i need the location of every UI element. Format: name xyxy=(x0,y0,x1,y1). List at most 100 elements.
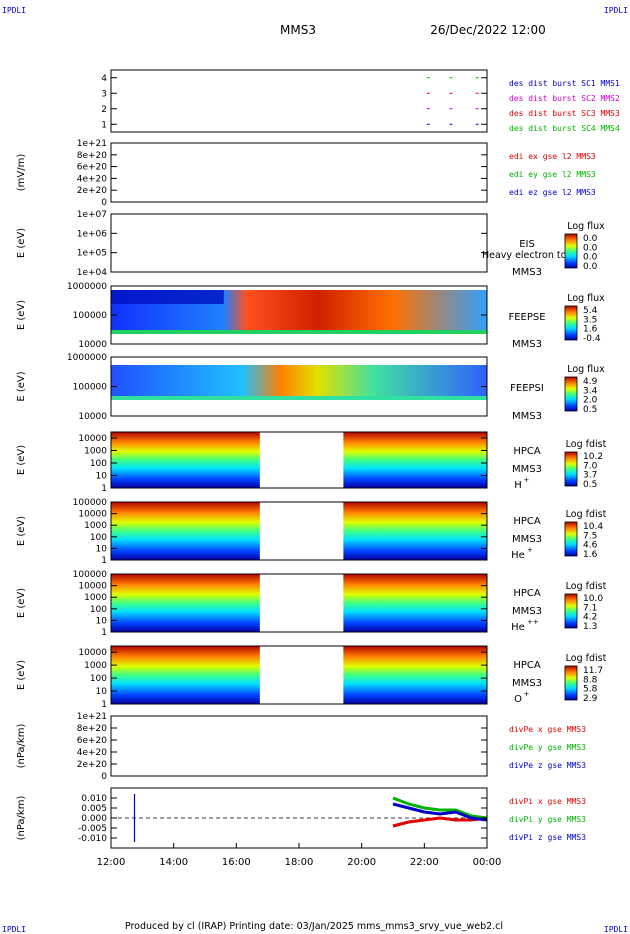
spectrogram-band xyxy=(111,330,487,334)
series-line-0 xyxy=(392,816,488,828)
colorbar xyxy=(564,233,578,269)
x-tick-label: 14:00 xyxy=(159,857,188,868)
spacecraft-label: MMS3 xyxy=(512,339,542,350)
legend-entry: divPi x gse MMS3 xyxy=(509,797,586,806)
spectrogram-hpca-o-seg0 xyxy=(111,646,260,704)
y-tick-label: 100000 xyxy=(73,570,108,580)
spectrogram-hpca-he2-seg1 xyxy=(343,574,487,632)
y-tick-label: 3 xyxy=(101,89,107,99)
header-mission: MMS3 xyxy=(280,23,316,37)
y-tick-label: 0.010 xyxy=(81,794,107,804)
header-date: 26/Dec/2022 12:00 xyxy=(430,23,546,37)
panels: 1 2 3 4 des dist burst SC1 MMS1 des dist burs… xyxy=(16,69,620,849)
y-tick-label: -0.005 xyxy=(78,824,107,834)
spectrogram-hpca-he-seg1 xyxy=(343,502,487,560)
colorbar-tick-label: 5.4 xyxy=(583,306,598,316)
species-charge: + xyxy=(527,546,533,554)
colorbar-tick-label: 3.7 xyxy=(583,471,597,481)
y-tick-label: 10000 xyxy=(78,412,107,422)
y-tick-label: 10000 xyxy=(78,340,107,350)
legend-entry: divPe x gse MMS3 xyxy=(509,725,586,734)
y-tick-label: 1e+21 xyxy=(77,712,107,722)
panel-feepse: 10000 100000 1000000 E (eV) FEEPSE MMS3 Log fl… xyxy=(16,282,605,350)
x-tick-label: 12:00 xyxy=(97,857,126,868)
y-tick-label: 0 xyxy=(101,772,107,782)
colorbar-tick-label: 2.0 xyxy=(583,396,598,406)
colorbar-tick-label: 3.5 xyxy=(583,315,597,325)
colorbar-tick-label: 1.6 xyxy=(583,325,598,335)
colorbar-tick-label: 4.6 xyxy=(583,541,598,551)
legend-entry: edi ez gse l2 MMS3 xyxy=(509,188,596,197)
colorbar-tick-label: 3.4 xyxy=(583,386,598,396)
legend-entry: divPe y gse MMS3 xyxy=(509,743,586,752)
y-tick-label: 100 xyxy=(90,459,107,469)
y-axis-label: (mV/m) xyxy=(16,154,27,192)
species-charge: + xyxy=(524,476,530,484)
y-tick-label: 1000000 xyxy=(67,353,107,363)
y-tick-label: 0 xyxy=(101,198,107,208)
colorbar-title: Log flux xyxy=(567,364,605,375)
instrument-label: HPCA xyxy=(513,660,541,671)
y-tick-label: 10 xyxy=(96,471,108,481)
panel-burst: 1 2 3 4 des dist burst SC1 MMS1 des dist burs… xyxy=(101,69,620,133)
panel-frame xyxy=(110,431,488,489)
colorbar-tick-label: 4.2 xyxy=(583,613,597,623)
y-tick-label: 1 xyxy=(101,628,107,638)
y-tick-label: 100 xyxy=(90,605,107,615)
legend-entry: divPi z gse MMS3 xyxy=(509,833,586,842)
x-tick-label: 18:00 xyxy=(285,857,314,868)
species-label: He xyxy=(511,622,525,633)
legend-entry: des dist burst SC3 MMS3 xyxy=(509,109,620,118)
spacecraft-label: MMS3 xyxy=(512,606,542,617)
y-tick-label: 8e+20 xyxy=(77,151,108,161)
y-tick-label: 1000 xyxy=(84,593,107,603)
colorbar-tick-label: 10.0 xyxy=(583,594,603,604)
y-axis-label: E (eV) xyxy=(16,588,27,618)
instrument-label: HPCA xyxy=(513,588,541,599)
colorbar-tick-label: 11.7 xyxy=(583,666,603,676)
colorbar-tick-label: 7.0 xyxy=(583,461,598,471)
colorbar-tick-label: 0.5 xyxy=(583,480,597,490)
y-tick-label: 0.000 xyxy=(81,814,107,824)
spacecraft-label: MMS3 xyxy=(512,678,542,689)
colorbar-tick-label: 4.9 xyxy=(583,377,598,387)
spectrogram-band xyxy=(111,396,487,400)
species-charge: + xyxy=(524,690,530,698)
species-label: O xyxy=(514,694,522,705)
colorbar-tick-label: 0.0 xyxy=(583,262,598,272)
colorbar-tick-label: 0.0 xyxy=(583,243,598,253)
colorbar-title: Log fdist xyxy=(566,653,607,664)
y-tick-label: -0.010 xyxy=(78,834,107,844)
y-tick-label: 4 xyxy=(101,74,107,84)
legend-entry: edi ey gse l2 MMS3 xyxy=(509,170,596,179)
colorbar-tick-label: 2.9 xyxy=(583,694,598,704)
colorbar-title: Log flux xyxy=(567,221,605,232)
y-tick-label: 2 xyxy=(101,105,107,115)
colorbar-title: Log fdist xyxy=(566,439,607,450)
y-axis-label: E (eV) xyxy=(16,371,27,401)
x-tick-label: 16:00 xyxy=(222,857,251,868)
panel-hpca-o: 1 10 100 1000 10000 E (eV) HPCA MMS3 O + Log fdist… xyxy=(16,645,607,710)
colorbar xyxy=(564,521,578,557)
spectrogram-hpca-he-seg0 xyxy=(111,502,260,560)
y-tick-label: 1 xyxy=(101,484,107,494)
y-tick-label: 100000 xyxy=(73,311,108,321)
species-label: He xyxy=(511,550,525,561)
y-tick-label: 1 xyxy=(101,700,107,710)
panel-frame xyxy=(110,213,488,273)
y-axis-label: (nPa/km) xyxy=(16,796,27,841)
y-tick-label: 1 xyxy=(101,556,107,566)
y-tick-label: 10 xyxy=(96,616,108,626)
y-tick-label: 6e+20 xyxy=(77,163,108,173)
colorbar xyxy=(564,665,578,701)
x-tick-label: 20:00 xyxy=(347,857,376,868)
colorbar-tick-label: 1.6 xyxy=(583,550,598,560)
colorbar-title: Log flux xyxy=(567,293,605,304)
corner-label-bottom-left: IPDLI xyxy=(2,925,26,934)
colorbar-title: Log fdist xyxy=(566,581,607,592)
y-tick-label: 100 xyxy=(90,533,107,543)
spacecraft-label: MMS3 xyxy=(512,534,542,545)
